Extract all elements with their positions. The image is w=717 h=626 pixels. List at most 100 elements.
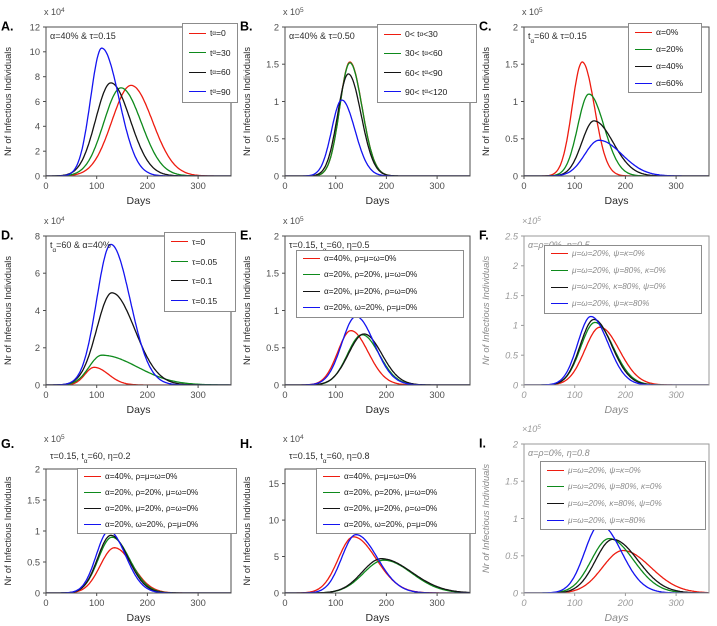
- svg-text:Nr of Infectious Individuals: Nr of Infectious Individuals: [242, 47, 252, 156]
- svg-text:100: 100: [328, 390, 344, 400]
- svg-text:300: 300: [429, 598, 445, 608]
- svg-text:100: 100: [567, 181, 583, 191]
- svg-text:100: 100: [567, 390, 583, 400]
- svg-text:200: 200: [140, 181, 156, 191]
- svg-text:0.5: 0.5: [27, 558, 40, 568]
- svg-text:100: 100: [567, 598, 583, 608]
- svg-text:2: 2: [274, 231, 279, 241]
- svg-text:2: 2: [512, 261, 519, 271]
- svg-text:B.: B.: [240, 20, 253, 34]
- svg-text:100: 100: [89, 181, 105, 191]
- svg-text:300: 300: [668, 181, 684, 191]
- svg-text:0: 0: [521, 390, 527, 400]
- svg-text:300: 300: [668, 598, 684, 608]
- svg-text:1.5: 1.5: [505, 477, 519, 487]
- svg-text:200: 200: [379, 598, 395, 608]
- svg-text:E.: E.: [240, 228, 252, 242]
- svg-text:0: 0: [43, 390, 48, 400]
- svg-text:I.: I.: [479, 437, 486, 451]
- svg-text:1: 1: [274, 305, 279, 315]
- svg-text:1.5: 1.5: [27, 496, 40, 506]
- svg-text:Nr of Infectious Individuals: Nr of Infectious Individuals: [481, 464, 491, 573]
- svg-text:G.: G.: [1, 437, 14, 451]
- svg-text:6: 6: [35, 268, 40, 278]
- svg-text:0.5: 0.5: [505, 551, 519, 561]
- svg-text:Days: Days: [127, 612, 151, 624]
- svg-text:Nr of Infectious Individuals: Nr of Infectious Individuals: [481, 47, 491, 156]
- svg-text:2.5: 2.5: [504, 231, 519, 241]
- svg-text:0: 0: [274, 589, 279, 599]
- svg-text:1.5: 1.5: [266, 268, 279, 278]
- svg-text:Days: Days: [127, 195, 151, 207]
- svg-text:α=40% & τ=0.50: α=40% & τ=0.50: [289, 31, 355, 41]
- svg-text:0: 0: [282, 181, 287, 191]
- svg-text:0: 0: [521, 181, 526, 191]
- svg-text:2: 2: [35, 147, 40, 157]
- svg-text:1.5: 1.5: [505, 291, 519, 301]
- svg-text:Days: Days: [605, 612, 630, 624]
- svg-text:300: 300: [429, 181, 445, 191]
- svg-text:0: 0: [35, 171, 40, 181]
- svg-text:Days: Days: [366, 195, 390, 207]
- svg-text:α=40% & τ=0.15: α=40% & τ=0.15: [50, 31, 116, 41]
- svg-text:1: 1: [513, 514, 518, 524]
- svg-text:Days: Days: [605, 404, 630, 416]
- svg-text:0.5: 0.5: [266, 343, 279, 353]
- svg-text:200: 200: [617, 390, 634, 400]
- svg-text:2: 2: [35, 343, 40, 353]
- svg-text:2: 2: [35, 465, 40, 475]
- svg-text:D.: D.: [1, 228, 14, 242]
- svg-text:200: 200: [379, 390, 395, 400]
- svg-text:Nr of Infectious Individuals: Nr of Infectious Individuals: [3, 255, 13, 364]
- svg-text:Days: Days: [127, 404, 151, 416]
- svg-text:0: 0: [513, 589, 519, 599]
- svg-text:100: 100: [89, 598, 105, 608]
- svg-text:0: 0: [274, 171, 279, 181]
- svg-text:200: 200: [140, 598, 156, 608]
- svg-text:C.: C.: [479, 20, 492, 34]
- svg-text:1: 1: [274, 97, 279, 107]
- svg-text:0: 0: [274, 380, 279, 390]
- svg-text:α=ρ=0%, η=0.8: α=ρ=0%, η=0.8: [528, 448, 590, 458]
- svg-text:300: 300: [429, 390, 445, 400]
- svg-text:Nr of Infectious Individuals: Nr of Infectious Individuals: [3, 476, 13, 585]
- svg-text:300: 300: [190, 598, 206, 608]
- svg-text:300: 300: [190, 181, 206, 191]
- svg-text:6: 6: [35, 97, 40, 107]
- svg-text:0: 0: [43, 598, 48, 608]
- svg-text:F.: F.: [479, 228, 489, 242]
- svg-text:A.: A.: [1, 20, 14, 34]
- svg-text:0: 0: [513, 380, 519, 390]
- svg-text:100: 100: [328, 598, 344, 608]
- svg-text:0: 0: [35, 380, 40, 390]
- svg-text:1.5: 1.5: [266, 60, 279, 70]
- svg-text:0: 0: [35, 589, 40, 599]
- svg-text:Days: Days: [366, 612, 390, 624]
- svg-text:0: 0: [282, 598, 287, 608]
- svg-text:2: 2: [512, 440, 519, 450]
- svg-text:0: 0: [282, 390, 287, 400]
- svg-text:100: 100: [328, 181, 344, 191]
- svg-text:4: 4: [35, 305, 40, 315]
- svg-text:2: 2: [513, 22, 518, 32]
- svg-text:15: 15: [269, 479, 279, 489]
- svg-text:1.5: 1.5: [505, 60, 518, 70]
- svg-text:0.5: 0.5: [505, 350, 519, 360]
- svg-text:0.5: 0.5: [505, 134, 518, 144]
- svg-text:300: 300: [190, 390, 206, 400]
- svg-text:2: 2: [274, 22, 279, 32]
- svg-text:12: 12: [30, 22, 40, 32]
- svg-text:200: 200: [617, 598, 634, 608]
- svg-text:0: 0: [43, 181, 48, 191]
- svg-text:H.: H.: [240, 437, 253, 451]
- svg-text:100: 100: [89, 390, 105, 400]
- svg-text:200: 200: [140, 390, 156, 400]
- svg-text:4: 4: [35, 122, 40, 132]
- svg-text:Nr of Infectious Individuals: Nr of Infectious Individuals: [3, 47, 13, 156]
- svg-text:0.5: 0.5: [266, 134, 279, 144]
- svg-text:0: 0: [521, 598, 527, 608]
- svg-text:1: 1: [35, 527, 40, 537]
- svg-text:8: 8: [35, 72, 40, 82]
- svg-text:Nr of Infectious Individuals: Nr of Infectious Individuals: [481, 255, 491, 364]
- svg-text:Nr of Infectious Individuals: Nr of Infectious Individuals: [242, 476, 252, 585]
